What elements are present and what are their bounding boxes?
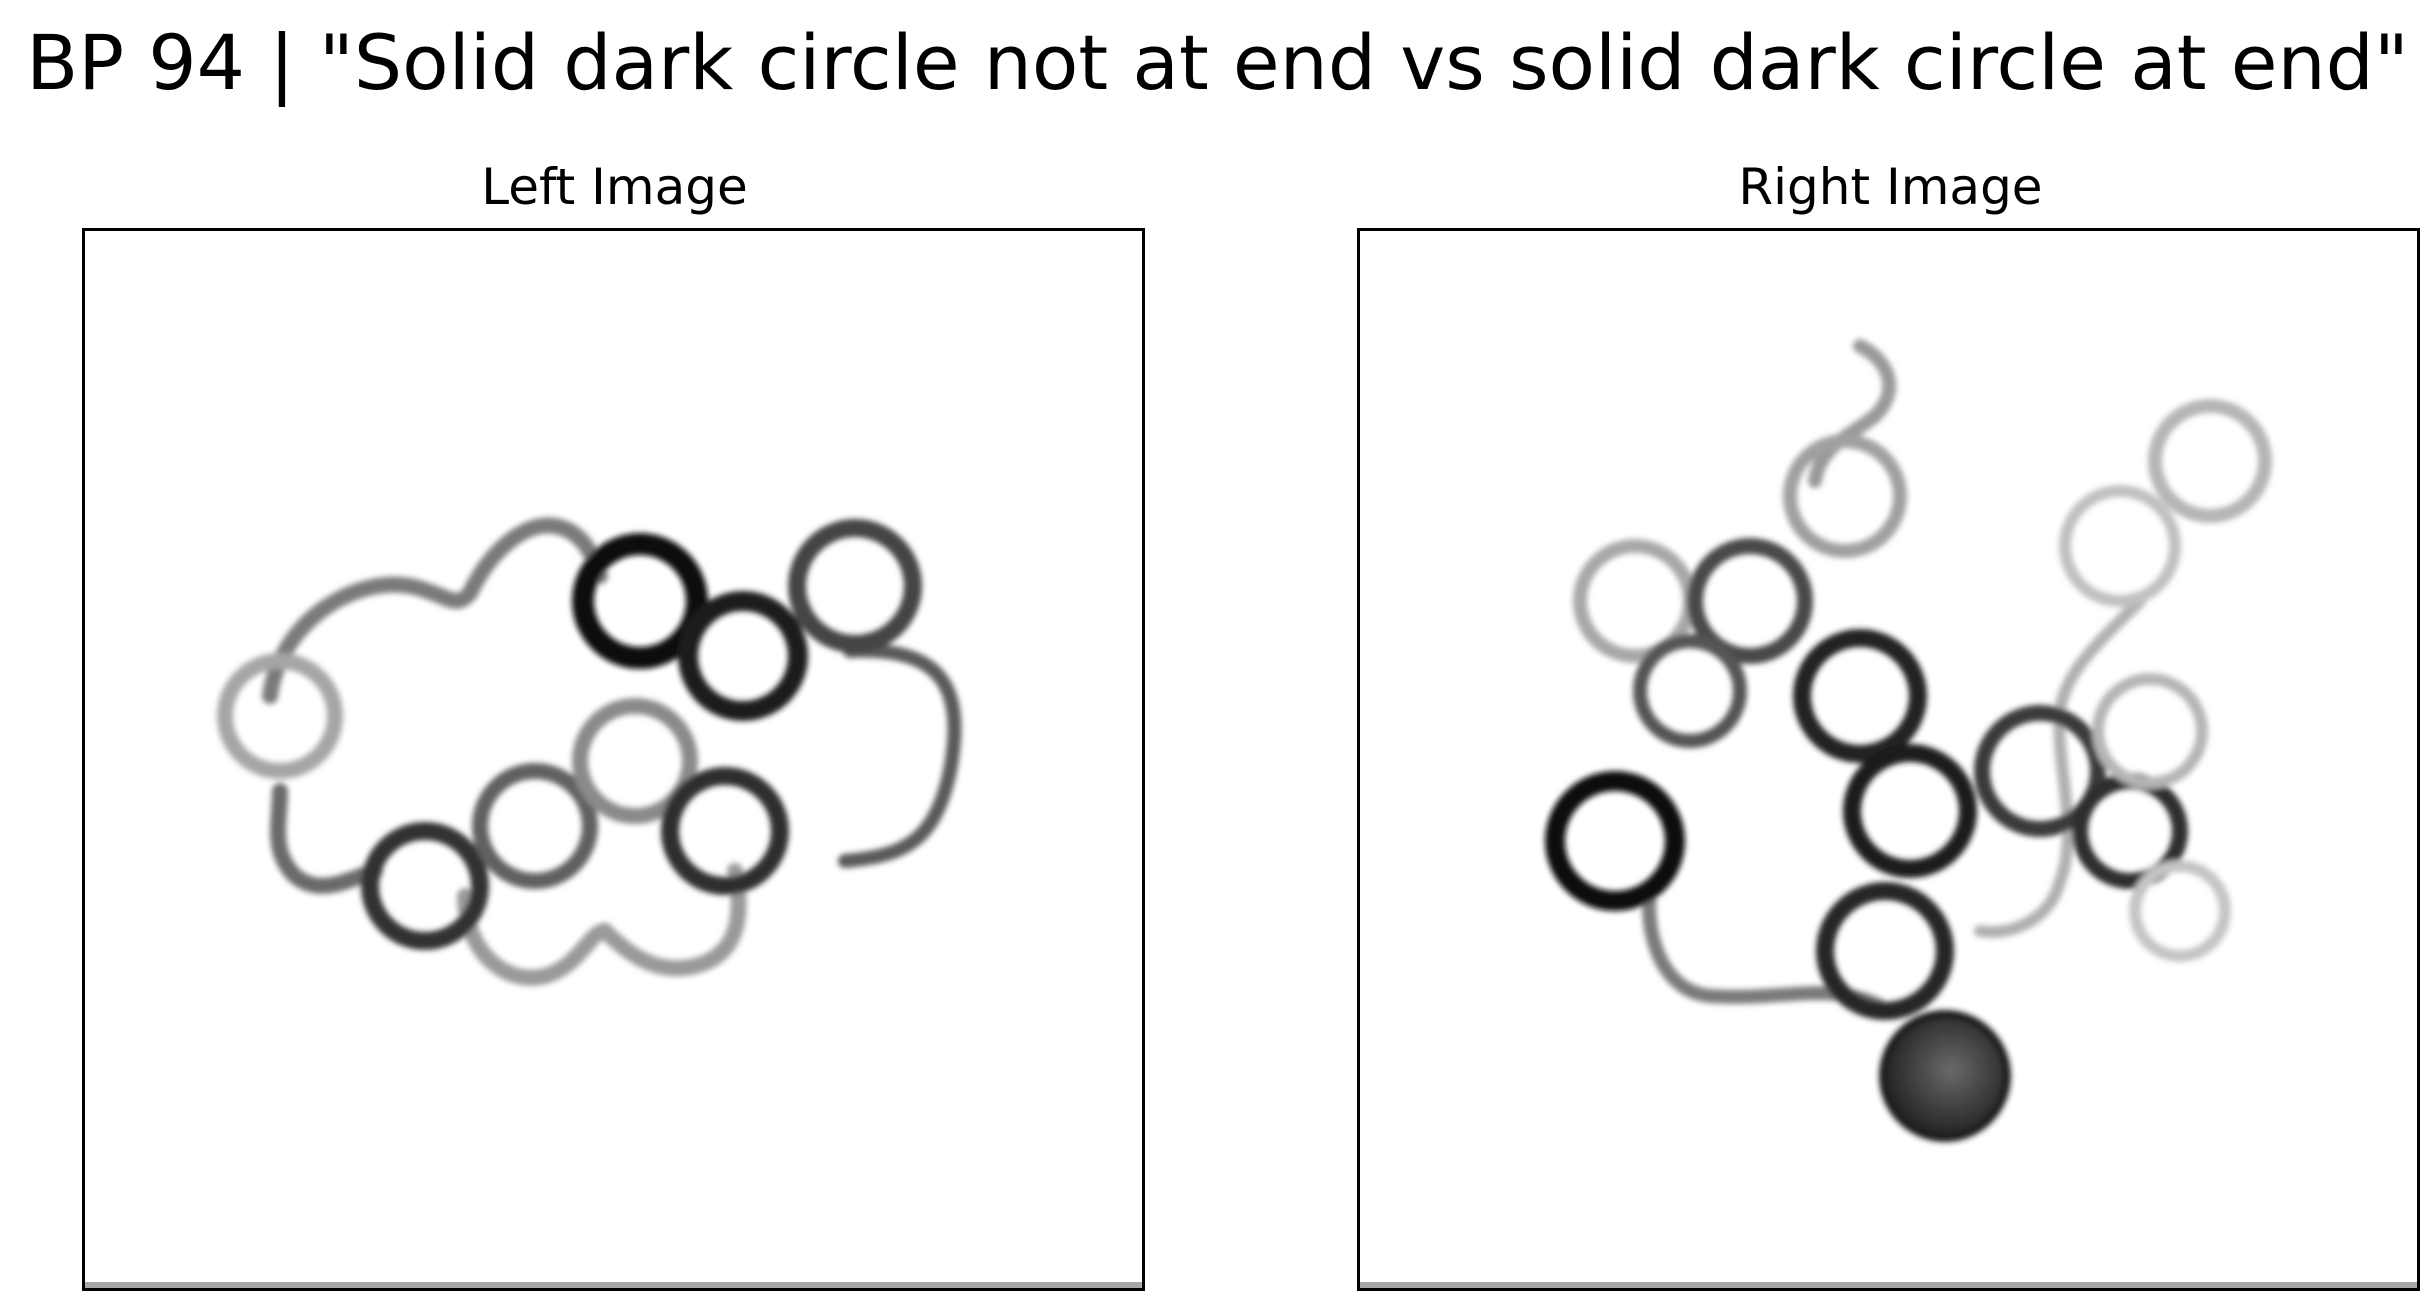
left-ring [217, 653, 343, 779]
left-ring [678, 591, 808, 721]
right-image-panel [1357, 228, 2420, 1291]
right-ring [1545, 771, 1685, 911]
right-ring [1974, 705, 2106, 837]
right-figure [1545, 339, 2272, 1142]
right-ring [2148, 399, 2272, 523]
right-ring [1783, 434, 1907, 558]
left-ring [661, 767, 789, 895]
left-curve-top [262, 517, 608, 704]
right-ring [2092, 673, 2208, 789]
right-panel-title: Right Image [1738, 158, 2043, 216]
left-ring [361, 822, 489, 950]
right-solid-circle [1879, 1010, 2011, 1142]
left-image-panel [82, 228, 1145, 1291]
right-curve-right [1974, 595, 2146, 938]
left-ring [472, 763, 598, 889]
left-curve-bottom [457, 863, 747, 986]
right-ring [1793, 629, 1927, 763]
page-title: BP 94 | "Solid dark circle not at end vs… [26, 18, 2409, 107]
right-ring [1687, 538, 1813, 664]
left-panel-bottom-edge [85, 1282, 1142, 1288]
left-figure [217, 517, 962, 986]
left-ring [572, 533, 708, 669]
right-panel-bottom-edge [1360, 1282, 2417, 1288]
left-curve-right [838, 643, 962, 868]
right-ring [1633, 634, 1747, 748]
left-ring [572, 698, 698, 824]
right-ring [2059, 485, 2181, 607]
left-curve-left [270, 783, 383, 894]
right-ring [1816, 882, 1954, 1020]
left-panel-title: Left Image [481, 158, 748, 216]
right-ring [1843, 744, 1977, 878]
left-ring [788, 519, 922, 653]
right-curve-top [1808, 339, 1897, 488]
right-ring [2129, 860, 2231, 962]
